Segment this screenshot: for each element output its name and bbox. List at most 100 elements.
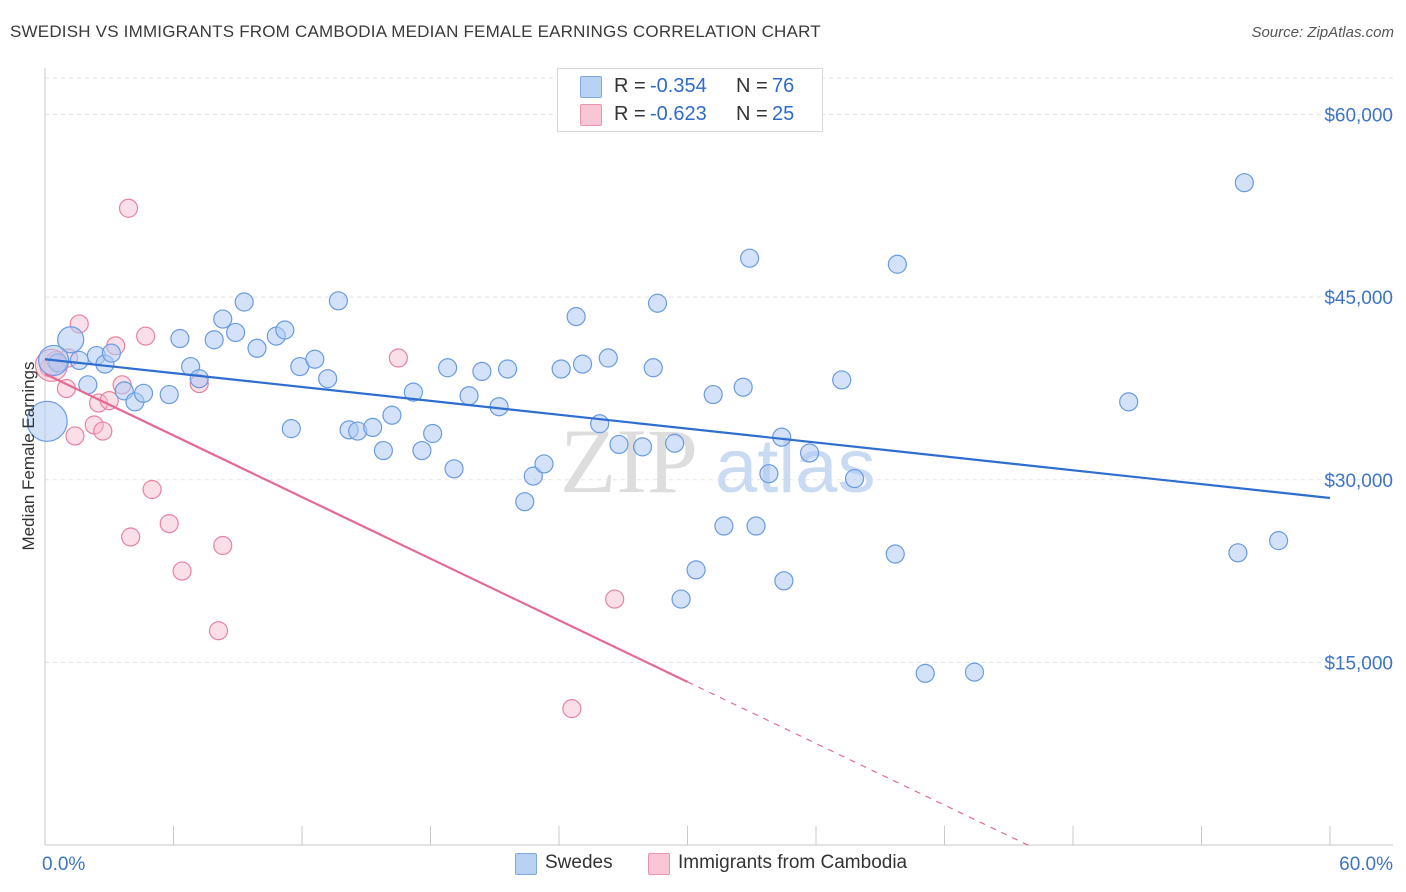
cambodia-point xyxy=(388,348,408,368)
swedes-point xyxy=(133,383,154,403)
n-value-cambodia: 25 xyxy=(772,103,795,125)
swedes-point xyxy=(566,307,586,327)
cambodia-trendline xyxy=(44,372,688,683)
r-label: R = xyxy=(614,103,646,125)
swedes-point xyxy=(247,338,267,358)
cambodia-point xyxy=(121,527,141,547)
y-axis-label: Median Female Earnings xyxy=(19,362,38,551)
swedes-point xyxy=(1228,543,1248,563)
swedes-point xyxy=(746,516,766,536)
correlation-legend: R = -0.354 N = 76 R = -0.623 N = 25 xyxy=(557,68,823,132)
y-tick-label: $30,000 xyxy=(1324,471,1393,492)
swedes-point xyxy=(328,291,349,311)
swedes-point xyxy=(733,377,753,397)
swedes-swatch xyxy=(580,76,602,98)
swedes-point xyxy=(363,417,383,438)
swedes-point xyxy=(189,369,209,389)
swedes-point xyxy=(159,384,179,405)
bottom-legend-cambodia: Immigrants from Cambodia xyxy=(648,851,938,877)
swedes-point xyxy=(964,662,985,682)
swedes-point xyxy=(885,544,905,564)
swedes-point xyxy=(438,358,458,378)
legend-label-swedes: Swedes xyxy=(545,852,613,873)
swedes-point xyxy=(234,292,254,312)
x-tick-label-max: 60.0% xyxy=(1339,854,1393,875)
swedes-point xyxy=(1234,173,1254,193)
swedes-point xyxy=(759,464,779,484)
cambodia-point xyxy=(562,699,582,719)
swedes-point xyxy=(459,386,479,406)
swedes-point xyxy=(887,254,907,274)
swedes-point xyxy=(26,400,68,442)
swedes-point xyxy=(671,589,691,609)
swedes-point xyxy=(703,384,723,405)
swedes-point xyxy=(534,454,554,474)
swedes-point xyxy=(318,369,338,389)
legend-row-cambodia: R = -0.623 N = 25 xyxy=(558,101,820,129)
swedes-point xyxy=(686,560,706,580)
swedes-point xyxy=(774,571,794,591)
cambodia-point xyxy=(172,561,192,581)
bottom-legend-swedes: Swedes xyxy=(515,851,625,877)
swedes-point xyxy=(572,354,593,374)
swedes-points xyxy=(26,173,1289,683)
swedes-point xyxy=(498,359,518,379)
swedes-point xyxy=(170,328,190,349)
swedes-point xyxy=(832,370,852,390)
cambodia-point xyxy=(142,479,162,500)
cambodia-point xyxy=(118,198,139,218)
cambodia-swatch xyxy=(648,853,670,875)
swedes-point xyxy=(472,361,492,382)
swedes-point xyxy=(275,320,295,340)
swedes-swatch xyxy=(515,853,537,875)
y-tick-label: $45,000 xyxy=(1324,288,1393,309)
trendlines xyxy=(44,358,1331,847)
swedes-point xyxy=(665,433,685,453)
cambodia-point xyxy=(93,421,113,441)
r-value-cambodia: -0.623 xyxy=(650,103,707,125)
y-tick-label: $15,000 xyxy=(1324,653,1393,674)
swedes-point xyxy=(382,405,402,425)
n-label: N = xyxy=(736,103,768,125)
cambodia-trendline-extension xyxy=(687,681,1031,847)
swedes-point xyxy=(305,349,325,369)
swedes-point xyxy=(799,443,820,463)
swedes-point xyxy=(281,419,301,439)
cambodia-point xyxy=(208,621,229,641)
legend-label-cambodia: Immigrants from Cambodia xyxy=(678,852,908,873)
y-tick-label: $60,000 xyxy=(1324,106,1393,127)
swedes-point xyxy=(515,492,535,512)
swedes-point xyxy=(403,382,423,402)
swedes-point xyxy=(643,358,663,378)
grid-lines xyxy=(45,77,1393,663)
swedes-point xyxy=(373,440,393,461)
cambodia-point xyxy=(136,326,156,346)
swedes-point xyxy=(226,322,246,343)
swedes-point xyxy=(714,516,734,536)
source-label: Source: ZipAtlas.com xyxy=(1251,24,1394,41)
swedes-point xyxy=(740,248,760,268)
swedes-point xyxy=(57,326,85,354)
swedes-point xyxy=(915,663,935,683)
x-tick-label-min: 0.0% xyxy=(42,854,85,875)
cambodia-point xyxy=(65,426,85,446)
cambodia-point xyxy=(213,535,233,556)
cambodia-swatch xyxy=(580,104,602,126)
swedes-point xyxy=(204,330,224,350)
swedes-point xyxy=(844,468,865,489)
swedes-trendline xyxy=(44,358,1331,500)
chart-title: SWEDISH VS IMMIGRANTS FROM CAMBODIA MEDI… xyxy=(10,22,821,41)
swedes-point xyxy=(213,309,233,329)
watermark-zip: ZIP xyxy=(560,410,698,512)
swedes-point xyxy=(632,437,653,457)
swedes-point xyxy=(101,343,121,363)
watermark-atlas: atlas xyxy=(715,424,876,509)
legend-row-swedes: R = -0.354 N = 76 xyxy=(558,73,820,101)
swedes-point xyxy=(423,423,443,444)
swedes-point xyxy=(551,359,571,379)
swedes-point xyxy=(444,459,464,479)
swedes-point xyxy=(1268,531,1289,551)
swedes-point xyxy=(647,293,668,313)
tick-labels: $15,000 $30,000 $45,000 $60,000 0.0% 60.0% xyxy=(42,106,1393,875)
